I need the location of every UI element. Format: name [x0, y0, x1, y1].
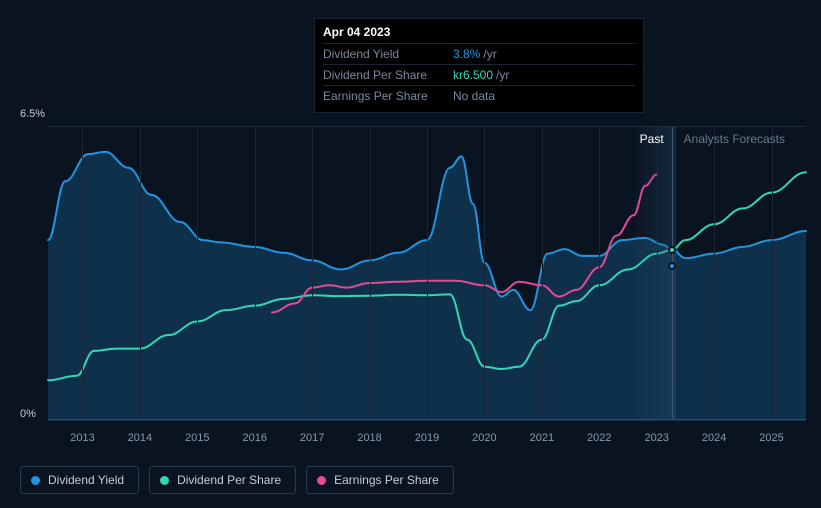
x-gridline — [370, 127, 371, 419]
legend-dot-icon — [317, 476, 326, 485]
x-gridline — [772, 127, 773, 419]
x-tick-label: 2014 — [128, 432, 152, 444]
tooltip-row-value: kr6.500 — [453, 68, 493, 82]
y-min-label: 0% — [20, 408, 36, 420]
y-max-label: 6.5% — [20, 108, 45, 120]
x-tick-label: 2016 — [242, 432, 266, 444]
tooltip: Apr 04 2023 Dividend Yield3.8%/yrDividen… — [314, 18, 644, 113]
x-gridline — [599, 127, 600, 419]
series-marker — [668, 246, 676, 254]
x-tick-label: 2020 — [472, 432, 496, 444]
legend-item-dividend-yield[interactable]: Dividend Yield — [20, 466, 139, 494]
tooltip-row-unit: /yr — [483, 47, 496, 61]
split-shade — [631, 127, 676, 419]
x-tick-label: 2017 — [300, 432, 324, 444]
x-gridline — [140, 127, 141, 419]
chart-container: 6.5% 0% Past Analysts Forecasts 20132014… — [20, 100, 806, 430]
x-gridline — [312, 127, 313, 419]
x-tick-label: 2019 — [415, 432, 439, 444]
x-gridline — [82, 127, 83, 419]
tooltip-row: Dividend Per Sharekr6.500/yr — [323, 64, 635, 85]
x-tick-label: 2013 — [70, 432, 94, 444]
tooltip-date: Apr 04 2023 — [323, 25, 635, 43]
x-gridline — [255, 127, 256, 419]
legend-label: Dividend Per Share — [177, 473, 281, 487]
legend: Dividend Yield Dividend Per Share Earnin… — [20, 466, 454, 494]
legend-item-dividend-per-share[interactable]: Dividend Per Share — [149, 466, 296, 494]
legend-label: Dividend Yield — [48, 473, 124, 487]
x-gridline — [714, 127, 715, 419]
legend-item-earnings-per-share[interactable]: Earnings Per Share — [306, 466, 454, 494]
plot-area[interactable] — [48, 126, 806, 420]
past-label: Past — [640, 132, 664, 146]
legend-dot-icon — [31, 476, 40, 485]
forecast-label: Analysts Forecasts — [684, 132, 785, 146]
tooltip-row-value: 3.8% — [453, 47, 480, 61]
legend-label: Earnings Per Share — [334, 473, 439, 487]
legend-dot-icon — [160, 476, 169, 485]
x-tick-label: 2024 — [702, 432, 726, 444]
x-tick-label: 2021 — [530, 432, 554, 444]
tooltip-row-label: Dividend Per Share — [323, 68, 453, 82]
x-gridline — [427, 127, 428, 419]
x-tick-label: 2023 — [644, 432, 668, 444]
tooltip-row-label: Dividend Yield — [323, 47, 453, 61]
tooltip-row: Dividend Yield3.8%/yr — [323, 43, 635, 64]
x-tick-label: 2025 — [759, 432, 783, 444]
x-axis-labels: 2013 2014 2015 2016 2017 2018 2019 2020 2021 2022… — [48, 432, 806, 448]
series-marker — [668, 262, 676, 270]
tooltip-row-unit: /yr — [496, 68, 509, 82]
x-tick-label: 2022 — [587, 432, 611, 444]
x-gridline — [484, 127, 485, 419]
x-gridline — [197, 127, 198, 419]
x-tick-label: 2018 — [357, 432, 381, 444]
x-tick-label: 2015 — [185, 432, 209, 444]
x-gridline — [542, 127, 543, 419]
